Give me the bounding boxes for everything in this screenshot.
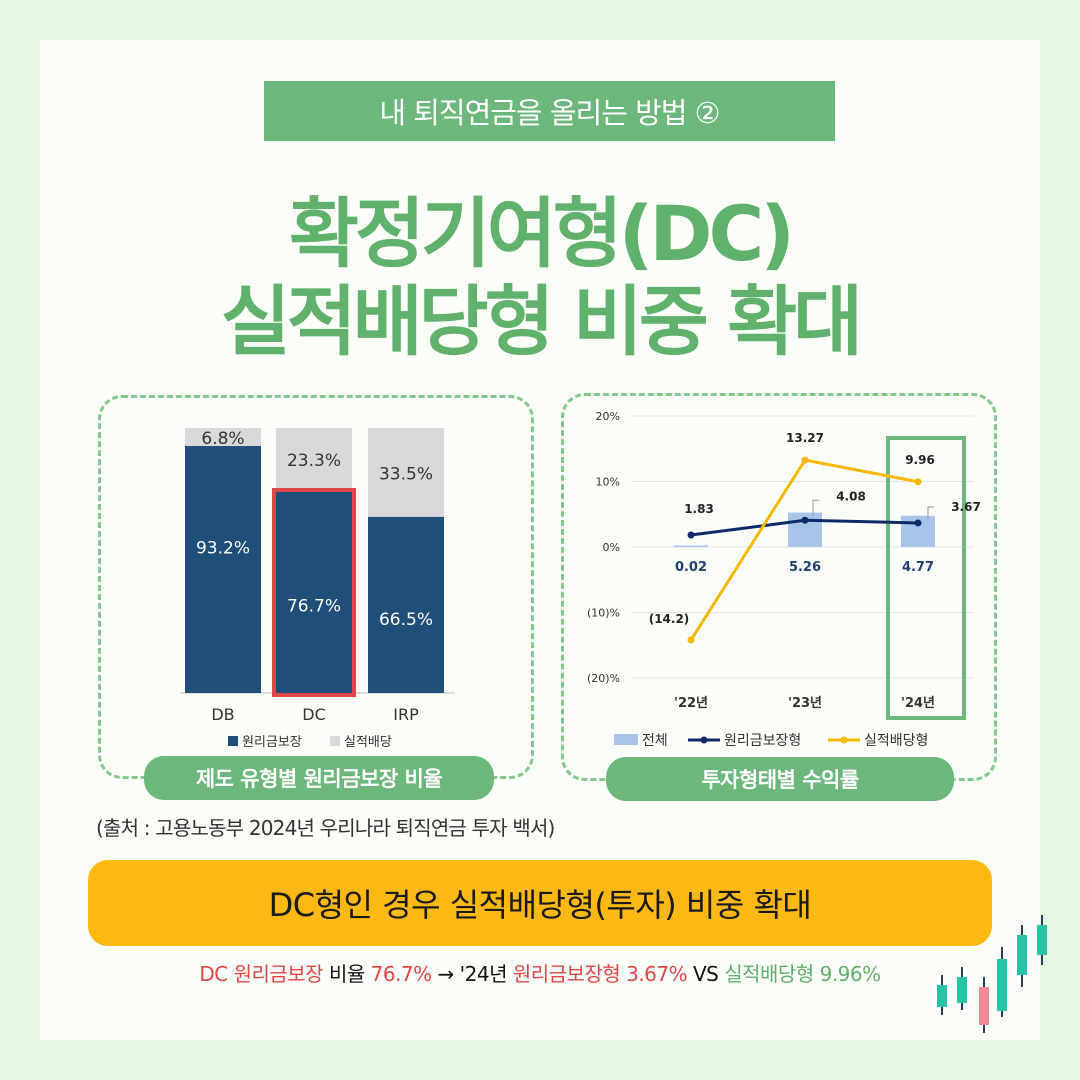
y-tick-label: 20% [596,410,620,423]
leader-line [812,499,819,517]
footnote: DC 원리금보장 비율 76.7% → '24년 원리금보장형 3.67% VS… [0,958,1080,987]
data-point [914,478,922,486]
legend-label-total: 전체 [642,733,668,749]
bar-guaranteed [276,489,352,693]
data-label-total: 0.02 [675,560,707,575]
bar-total [674,545,708,547]
y-tick-label: (20)% [587,672,620,685]
data-label-performance: (14.2) [649,612,690,626]
headline-line1: 확정기여형(DC) [289,189,795,278]
series-line-performance [689,458,919,641]
footnote-year: → '24년 [431,962,513,986]
data-label-performance: 23.3% [287,451,341,471]
bar-performance [276,428,352,490]
legend-label-performance: 실적배당형 [864,733,928,749]
headline-line2: 실적배당형 비중 확대 [220,277,863,366]
data-label-guaranteed: 4.08 [836,489,866,503]
returns-line-chart: 20% 10% 0% (10)% (20)% 0.02 5.26 4.77 1.83 4.08 3.… [587,410,981,749]
data-point [801,516,809,524]
source-note: (출처 : 고용노동부 2024년 우리나라 퇴직연금 투자 백서) [96,816,555,840]
x-tick-label: '22년 [674,696,708,711]
data-label-total: 4.77 [902,560,934,575]
legend-label-performance: 실적배당 [344,735,392,750]
x-tick-label: IRP [393,705,419,724]
left-chart-caption: 제도 유형별 원리금보장 비율 [144,756,494,800]
x-tick-label: '23년 [788,696,822,711]
bar-performance [368,428,444,517]
candle-icon [937,975,947,1015]
footnote-ratio-value: 76.7% [370,962,433,986]
data-label-guaranteed: 93.2% [196,539,250,559]
data-label-guaranteed: 66.5% [379,610,433,630]
leader-line [927,506,934,519]
candlestick-illustration [937,915,1047,1033]
data-label-guaranteed: 76.7% [287,596,341,616]
candle-icon [1017,925,1027,987]
data-label-guaranteed: 3.67 [951,500,981,514]
x-tick-label: DC [302,705,326,724]
bar-performance [185,428,261,447]
stacked-bar-chart: 93.2% 6.8% DB 76.7% 23.3% DC 66.5% 33.5% IRP 원리금보… [180,428,455,750]
y-tick-label: 10% [596,476,620,489]
y-tick-label: 0% [603,541,620,554]
x-tick-label: DB [211,705,234,724]
x-tick-label: '24년 [901,696,935,711]
data-label-performance: 13.27 [786,431,824,445]
bar-guaranteed [368,516,444,693]
legend-swatch-total [614,734,638,745]
legend-label-guaranteed: 원리금보장형 [724,733,801,749]
legend-marker-guaranteed [700,736,708,744]
candle-icon [1037,915,1047,965]
data-point [687,636,695,644]
data-label-performance: 6.8% [201,429,244,449]
candle-icon [979,977,989,1033]
data-label-total: 5.26 [789,560,821,575]
data-point [687,531,695,539]
candle-icon [957,967,967,1010]
right-chart-caption: 투자형태별 수익률 [606,757,954,801]
data-point [801,456,809,464]
footnote-dc-guaranteed: DC 원리금보장 [199,962,324,986]
y-tick-label: (10)% [587,607,620,620]
legend-swatch-guaranteed [228,736,238,746]
data-label-performance: 9.96 [905,453,935,467]
data-label-guaranteed: 1.83 [684,502,714,516]
legend-swatch-performance [330,736,340,746]
data-point [914,519,922,527]
highlight-box [886,436,966,720]
footnote-ratio-label: 비율 [323,962,371,986]
section-tag: 내 퇴직연금을 올리는 방법 ② [264,81,835,141]
bar-guaranteed [185,446,261,693]
legend-label-guaranteed: 원리금보장 [242,735,302,750]
candle-icon [997,947,1007,1017]
legend-marker-performance [840,736,848,744]
summary-banner: DC형인 경우 실적배당형(투자) 비중 확대 [88,860,992,946]
footnote-performance-return: 실적배당형 9.96% [724,962,881,986]
highlight-box [272,488,356,697]
footnote-vs: VS [687,962,725,986]
footnote-guaranteed-return: 원리금보장형 3.67% [512,962,688,986]
data-label-performance: 33.5% [379,464,433,484]
